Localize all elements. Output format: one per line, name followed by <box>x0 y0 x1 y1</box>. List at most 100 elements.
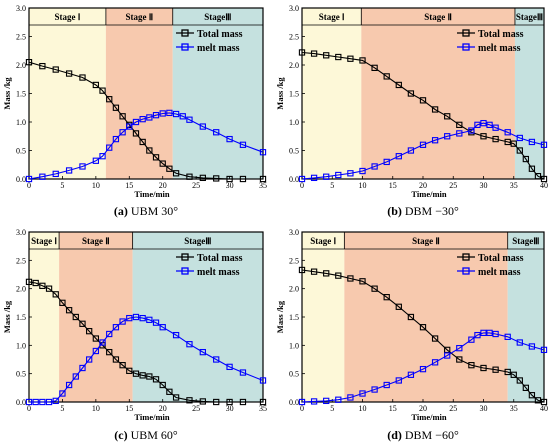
x-axis-label: Time/min <box>411 189 447 199</box>
data-point <box>516 377 523 384</box>
data-point <box>159 160 166 167</box>
data-point <box>540 175 548 183</box>
data-point <box>213 175 220 182</box>
data-point <box>504 333 511 340</box>
data-point <box>92 335 100 342</box>
data-point <box>456 345 463 352</box>
y-tick-label: 1.5 <box>16 313 26 322</box>
data-point <box>492 330 499 338</box>
caption-text: UBM 30° <box>128 204 178 218</box>
data-point <box>347 55 354 62</box>
data-point <box>172 170 180 177</box>
data-point <box>226 135 233 143</box>
data-point <box>310 268 318 275</box>
data-point <box>79 163 86 170</box>
data-point <box>65 381 73 389</box>
data-point <box>431 137 439 144</box>
y-tick-label: 1.5 <box>289 313 299 322</box>
data-point <box>383 73 390 80</box>
data-point <box>504 129 511 136</box>
x-tick-label: 35 <box>510 181 518 190</box>
data-point <box>371 64 378 71</box>
data-point <box>395 81 402 89</box>
legend-marker <box>181 253 189 261</box>
data-point <box>213 398 220 406</box>
stage-region-3 <box>132 232 263 402</box>
data-point <box>79 320 86 327</box>
data-point <box>199 398 206 405</box>
chart-panel-3: Stage Ⅰ Stage Ⅱ StageⅢ 0 5 10 15 20 25 30 35 0.0 0.5… <box>2 228 267 442</box>
legend-marker <box>462 253 470 261</box>
x-tick-label: 20 <box>419 181 427 190</box>
data-point <box>371 163 378 170</box>
data-point <box>504 138 511 146</box>
stage-region-2 <box>344 232 508 402</box>
data-point <box>199 348 206 356</box>
y-tick-label: 3.0 <box>16 228 26 237</box>
x-tick-label: 15 <box>389 404 397 413</box>
caption-label: (d) <box>387 428 402 442</box>
data-point <box>516 147 523 154</box>
data-point <box>25 278 33 286</box>
data-point <box>456 356 463 363</box>
caption-text: DBM −30° <box>402 204 459 218</box>
x-tick-label: 30 <box>226 404 234 413</box>
stage-label: StageⅢ <box>204 12 231 22</box>
x-tick-label: 15 <box>125 404 133 413</box>
stage-label: Stage Ⅱ <box>424 12 452 22</box>
y-tick-label: 1.0 <box>16 341 26 350</box>
data-point <box>25 58 33 66</box>
legend-entry: Total mass <box>478 29 524 40</box>
data-point <box>239 369 247 376</box>
data-point <box>112 135 120 143</box>
data-point <box>112 324 120 331</box>
data-point <box>468 362 475 369</box>
data-point <box>310 398 318 405</box>
series-line-melt-mass <box>29 316 264 403</box>
data-point <box>199 174 206 182</box>
data-point <box>359 278 366 285</box>
data-point <box>323 397 330 405</box>
data-point <box>172 110 180 118</box>
x-tick-label: 20 <box>159 404 167 413</box>
x-axis-label: Time/min <box>134 189 170 199</box>
data-point <box>92 157 100 164</box>
data-point <box>92 81 100 89</box>
data-point <box>310 50 318 57</box>
data-point <box>139 138 146 146</box>
data-point <box>480 364 487 372</box>
x-tick-label: 25 <box>192 404 200 413</box>
data-point <box>407 90 415 97</box>
data-point <box>213 356 220 363</box>
data-point <box>146 114 153 121</box>
data-point <box>486 329 493 337</box>
y-tick-label: 0.5 <box>289 370 299 379</box>
data-point <box>528 138 536 146</box>
x-tick-label: 40 <box>540 404 548 413</box>
y-tick-label: 2.0 <box>289 285 299 294</box>
data-point <box>359 57 366 64</box>
data-point <box>25 175 33 183</box>
stage-label: Stage Ⅱ <box>412 236 440 246</box>
data-point <box>480 329 487 337</box>
data-point <box>39 282 46 289</box>
panel-caption: (a) UBM 30° <box>114 204 178 218</box>
data-point <box>444 352 451 359</box>
x-tick-label: 30 <box>226 181 234 190</box>
data-point <box>486 121 493 128</box>
data-point <box>106 348 113 356</box>
data-point <box>522 155 529 163</box>
panel-caption: (d) DBM −60° <box>387 428 459 442</box>
data-point <box>528 165 536 172</box>
data-point <box>516 134 523 142</box>
data-point <box>132 313 140 321</box>
data-point <box>419 365 427 373</box>
x-tick-label: 10 <box>92 404 100 413</box>
data-point <box>72 313 79 321</box>
y-tick-label: 1.5 <box>289 90 299 99</box>
data-point <box>159 324 166 331</box>
y-tick-label: 2.5 <box>289 33 299 42</box>
data-point <box>139 314 146 322</box>
stage-label: Stage Ⅱ <box>125 12 153 22</box>
